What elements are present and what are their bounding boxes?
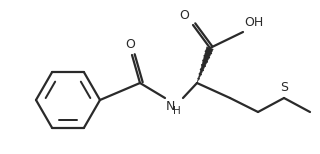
Text: O: O (125, 38, 135, 51)
Text: OH: OH (244, 16, 263, 29)
Text: N: N (166, 100, 175, 113)
Polygon shape (197, 47, 213, 83)
Text: S: S (280, 81, 288, 94)
Text: H: H (173, 106, 181, 116)
Text: O: O (179, 9, 189, 22)
